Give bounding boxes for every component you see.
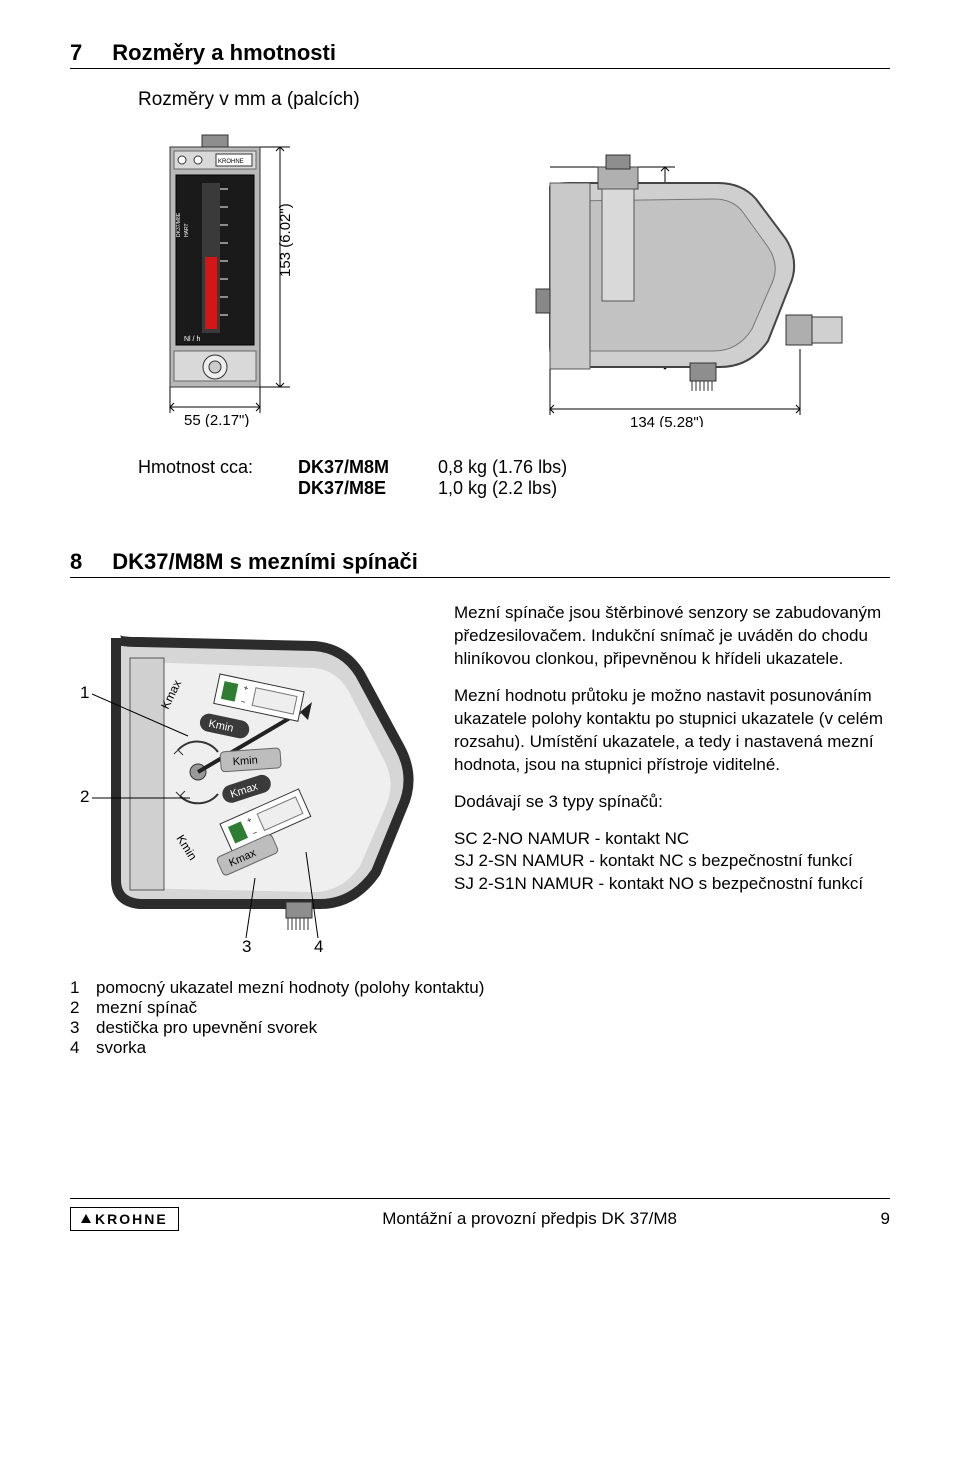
dim-width-right: 134 (5.28") [630,414,704,427]
legend-1-t: pomocný ukazatel mezní hodnoty (polohy k… [96,978,484,998]
section8-p2: Mezní hodnotu průtoku je možno nastavit … [454,685,890,777]
callout-3: 3 [242,937,251,952]
dim-width-left: 55 (2.17") [184,412,249,427]
legend-2-n: 2 [70,998,96,1018]
footer-center-text: Montážní a provozní předpis DK 37/M8 [179,1209,881,1229]
section8-p3: Dodávají se 3 typy spínačů: [454,791,890,814]
section8-title: DK37/M8M s mezními spínači [112,549,418,575]
section7-header: 7 Rozměry a hmotnosti [70,40,890,69]
legend-4-n: 4 [70,1038,96,1058]
mass-label: Hmotnost cca: [138,457,298,478]
section7-number: 7 [70,40,82,66]
section8-number: 8 [70,549,82,575]
cutaway-drawing: + − Kmin Kmax Kmin Kmax Kmin + − [70,602,430,952]
mass-val-1: 0,8 kg (1.76 lbs) [438,457,608,478]
section7-title: Rozměry a hmotnosti [112,40,336,66]
svg-text:Nl / h: Nl / h [184,336,200,343]
page-footer: KROHNE Montážní a provozní předpis DK 37… [70,1198,890,1231]
kmin-label-2: Kmin [232,754,258,768]
legend-list: 1pomocný ukazatel mezní hodnoty (polohy … [70,978,890,1058]
dim-height-left: 153 (6.02") [277,203,294,277]
device-front-drawing: 153 (6.02") KROHNE Nl / h DK37/M8E HART [130,127,350,427]
mass-val-2: 1,0 kg (2.2 lbs) [438,478,608,499]
legend-3-t: destička pro upevnění svorek [96,1018,317,1038]
mass-model-2: DK37/M8E [298,478,438,499]
svg-text:HART: HART [184,223,190,237]
dimension-figures: 153 (6.02") KROHNE Nl / h DK37/M8E HART [70,127,890,427]
legend-1-n: 1 [70,978,96,998]
section8-p1: Mezní spínače jsou štěrbinové senzory se… [454,602,890,671]
device-side-drawing: 125 (4.92") [490,127,870,427]
footer-logo-text: KROHNE [95,1211,168,1227]
legend-2-t: mezní spínač [96,998,197,1018]
mass-row: Hmotnost cca: DK37/M8M DK37/M8E 0,8 kg (… [138,457,890,499]
svg-text:DK37/M8E: DK37/M8E [176,212,182,237]
section8-types: SC 2-NO NAMUR - kontakt NC SJ 2-SN NAMUR… [454,828,890,897]
mass-model-1: DK37/M8M [298,457,438,478]
footer-page-number: 9 [881,1209,890,1229]
callout-1: 1 [80,683,89,702]
section8-header: 8 DK37/M8M s mezními spínači [70,549,890,578]
logo-triangle-icon [81,1214,91,1223]
legend-4-t: svorka [96,1038,146,1058]
logo-small: KROHNE [218,159,244,165]
callout-4: 4 [314,937,323,952]
section8-text: Mezní spínače jsou štěrbinové senzory se… [454,602,890,952]
legend-3-n: 3 [70,1018,96,1038]
section7-subtitle: Rozměry v mm a (palcích) [138,89,890,111]
footer-logo: KROHNE [70,1207,179,1231]
callout-2: 2 [80,787,89,806]
